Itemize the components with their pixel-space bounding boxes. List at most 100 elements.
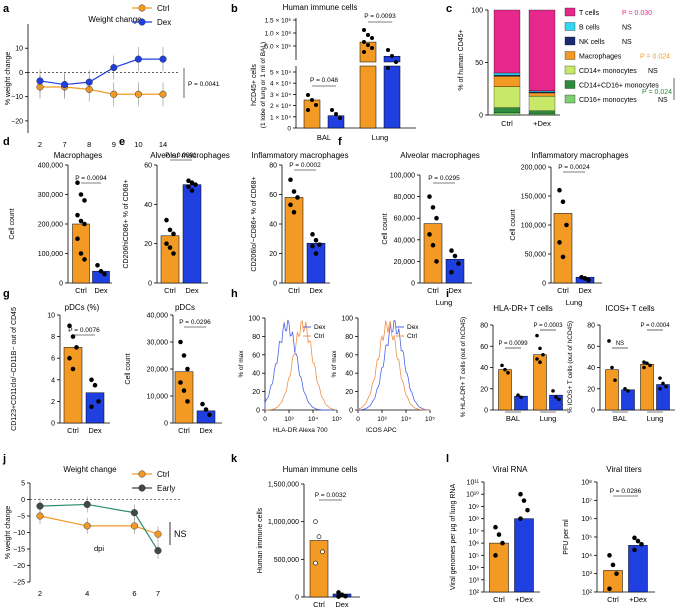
panel-a-x-tick-label: 14 — [159, 140, 167, 149]
panel-j-y-tick-label: 0 — [21, 497, 25, 504]
panel-c-segment-b-cells — [528, 90, 556, 93]
panel-b-title: Human immune cells — [283, 3, 358, 12]
panel-i-icos-point — [610, 365, 614, 370]
panel-a-y-tick-label: −20 — [11, 118, 23, 125]
panel-i-icos-y-tick-label: 0 — [591, 408, 595, 415]
panel-f1-y-tick-label: 20,000 — [394, 259, 416, 266]
panel-h-hla-y-tick-label: 20 — [252, 389, 260, 396]
panel-c-legend-swatch — [564, 36, 576, 46]
panel-e1-y-tick-label: 0 — [148, 281, 152, 288]
panel-a-point — [110, 64, 118, 72]
panel-l2-y-tick-label: 10⁶ — [581, 516, 592, 523]
panel-e1-y-tick-label: 60 — [144, 163, 152, 170]
panel-letter-i: i — [446, 288, 449, 300]
panel-e2-point — [295, 195, 300, 200]
panel-l2-point — [607, 586, 612, 592]
panel-j-series-Early — [39, 503, 159, 551]
panel-a-series-Ctrl — [40, 86, 163, 95]
panel-a-series-Dex — [39, 58, 163, 86]
panel-h-icos-y-tick-label: 40 — [345, 371, 353, 378]
panel-i-icos-y-tick-label: 60 — [587, 344, 595, 351]
panel-f2-p-value: P = 0.0024 — [558, 164, 590, 171]
panel-g2-y-tick-label: 0 — [164, 421, 168, 428]
panel-d-point — [78, 192, 84, 197]
panel-c-segment-cd14-cd16--monocytes — [528, 110, 556, 115]
panel-b-point — [306, 108, 310, 112]
panel-b-point — [370, 36, 374, 40]
panel-h-icos-y-tick-label: 80 — [345, 334, 353, 341]
panel-i-hla-point — [538, 346, 542, 351]
panel-j-series-Ctrl — [39, 515, 159, 535]
panel-h-icos-curve-ctrl — [357, 320, 431, 411]
panel-a-x-tick-label: 2 — [38, 140, 42, 149]
panel-c-legend-label: Macrophages — [579, 54, 622, 61]
panel-f2-x-label: Lung — [566, 298, 583, 307]
panel-d-x-tick-label: Dex — [94, 286, 108, 295]
panel-l2-point — [632, 535, 637, 541]
panel-l1-y-tick-label: 10⁹ — [468, 504, 479, 511]
panel-e1-point — [171, 231, 176, 237]
panel-b-bar-Lung-bottom-Ctrl — [359, 65, 377, 129]
panel-b-x-tick-label: Lung — [372, 133, 389, 142]
panel-c-y-tick-label: 50 — [475, 60, 483, 67]
panel-j-stat: NS — [174, 529, 187, 539]
panel-h-icos-curve-dex — [357, 319, 431, 411]
panel-d-y-label: Cell count — [9, 208, 16, 239]
panel-g1-p-value: P = 0.0076 — [68, 327, 100, 334]
panel-i-icos-point — [607, 339, 611, 343]
panel-c-legend-label: T cells — [579, 10, 600, 17]
panel-j-x-tick-label: 2 — [38, 589, 42, 598]
panel-g2-bar-Ctrl — [174, 371, 194, 424]
panel-e2-point — [288, 202, 293, 208]
panel-e2-y-tick-label: 20 — [269, 251, 277, 258]
panel-e2-y-tick-label: 0 — [273, 281, 277, 288]
panel-e1-point — [164, 217, 169, 223]
panel-i-hla-x-tick-label: BAL — [506, 414, 520, 423]
panel-k-y-tick-label: 0 — [295, 595, 299, 602]
panel-e2-point — [291, 209, 297, 215]
panel-e2-point — [310, 232, 315, 237]
panel-f1-point — [449, 248, 454, 253]
panel-f2-y-tick-label: 200,000 — [521, 165, 546, 172]
panel-g1-bar-Dex — [85, 392, 105, 424]
panel-h-icos-legend-label-ctrl: Ctrl — [407, 333, 418, 340]
panel-f2-y-label: Cell count — [510, 209, 517, 240]
panel-j-y-tick-label: −20 — [13, 563, 25, 570]
panel-j-y-tick-label: 5 — [21, 481, 25, 488]
panel-e2-point — [317, 242, 322, 247]
panel-f2-point — [564, 222, 569, 228]
panel-f1-p-value: P = 0.0295 — [428, 175, 460, 182]
panel-i-hla-bar-BAL-Ctrl — [498, 369, 512, 411]
panel-l1-bar-Ctrl — [489, 542, 509, 593]
panel-f2-bar-Ctrl — [553, 213, 573, 284]
panel-l1-y-tick-label: 10⁵ — [468, 553, 479, 560]
panel-c-segment-t-cells — [493, 9, 521, 74]
panel-l2-point — [614, 571, 619, 576]
panel-c-segment-b-cells — [493, 72, 521, 76]
panel-e2-y-tick-label: 40 — [269, 222, 277, 229]
panel-j-y-tick-label: −10 — [13, 530, 25, 537]
panel-b-y-tick-label: 2 × 10⁴ — [270, 103, 291, 110]
panel-g1-x-tick-label: Dex — [88, 426, 102, 435]
panel-a-x-tick-label: 7 — [63, 140, 67, 149]
panel-f2-y-tick-label: 0 — [542, 281, 546, 288]
panel-l1-point — [493, 524, 498, 530]
panel-d-point — [75, 236, 80, 242]
panel-b-point — [314, 103, 318, 107]
panel-f1-y-tick-label: 100,000 — [390, 173, 415, 180]
panel-j-legend-label-early: Early — [157, 484, 175, 493]
panel-h-icos-x-label: ICOS APC — [366, 427, 397, 434]
panel-e1-point — [167, 227, 173, 233]
panel-h-icos-y-tick-label: 60 — [345, 352, 353, 359]
panel-k-title: Human immune cells — [283, 465, 358, 474]
panel-e2-x-tick-label: Ctrl — [288, 286, 300, 295]
panel-f2-point — [560, 254, 566, 260]
panel-e2-p-value: P = 0.0002 — [289, 162, 321, 169]
panel-h-icos-y-tick-label: 100 — [341, 316, 353, 323]
panel-i-icos-p-value: NS — [616, 341, 624, 347]
panel-a-y-tick-label: 10 — [15, 46, 23, 53]
panel-b-y-tick-label: 1.0 × 10⁶ — [265, 31, 292, 38]
panel-k-p-value: P = 0.0032 — [315, 492, 347, 499]
panel-c-y-label: % of human CD45+ — [458, 29, 465, 90]
panel-e2-bar-Dex — [306, 242, 326, 284]
